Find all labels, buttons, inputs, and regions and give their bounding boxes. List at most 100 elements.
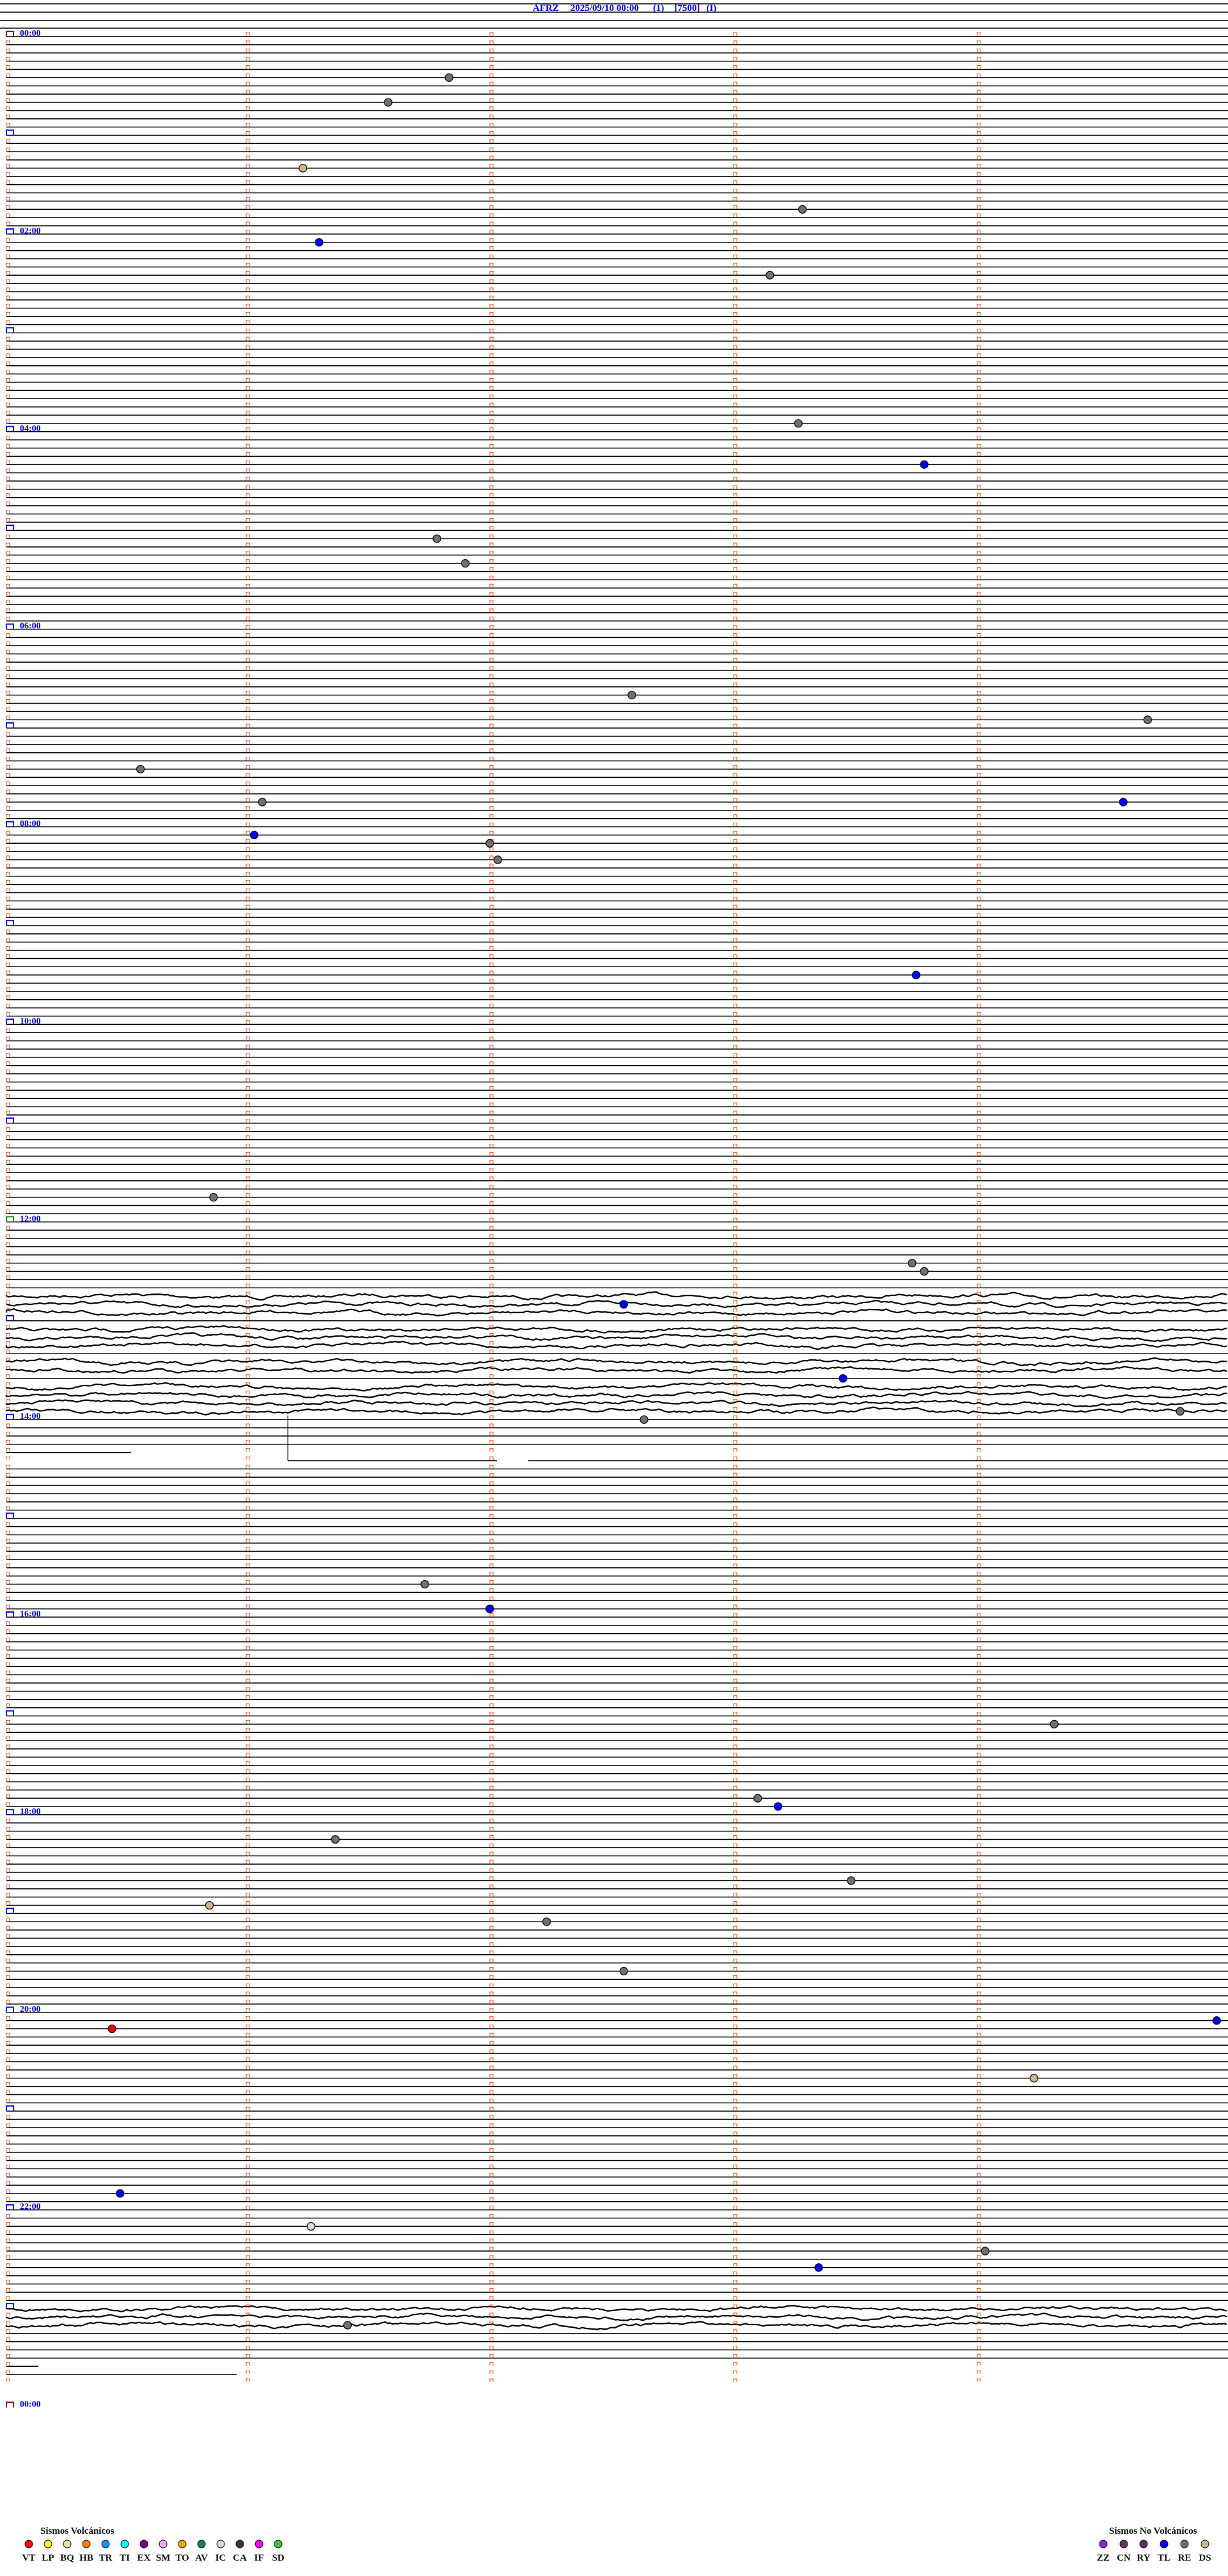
minute-marker: [977, 2263, 981, 2267]
minute-marker: [6, 2041, 10, 2045]
hour-marker: [6, 1315, 14, 1321]
minute-marker: [977, 1226, 981, 1230]
hour-label: 02:00: [20, 226, 41, 236]
minute-marker: [977, 1489, 981, 1493]
minute-marker: [6, 929, 10, 933]
minute-marker: [489, 2214, 494, 2218]
minute-marker: [6, 1925, 10, 1930]
minute-marker: [246, 477, 250, 480]
minute-marker: [977, 1028, 981, 1032]
minute-marker: [489, 1151, 494, 1156]
minute-marker: [6, 2131, 10, 2135]
minute-marker: [6, 1382, 10, 1386]
minute-marker: [6, 2140, 10, 2144]
minute-marker: [6, 509, 10, 514]
minute-marker: [6, 2247, 10, 2251]
minute-marker: [489, 1925, 494, 1930]
minute-marker: [977, 1983, 981, 1987]
minute-marker: [6, 1638, 10, 1641]
minute-marker: [977, 1332, 981, 1337]
minute-marker: [246, 2156, 250, 2160]
minute-marker: [977, 954, 981, 958]
minute-marker: [246, 1629, 250, 1633]
header-station: AFRZ: [533, 3, 559, 13]
minute-marker: [246, 1563, 250, 1567]
minute-marker: [977, 551, 981, 555]
minute-marker: [977, 1547, 981, 1551]
minute-marker: [246, 1119, 250, 1123]
minute-marker: [6, 2337, 10, 2341]
minute-marker: [489, 1440, 494, 1444]
minute-marker: [733, 2321, 737, 2325]
minute-marker: [733, 1530, 737, 1535]
trace-line: [5, 2312, 1227, 2321]
minute-marker: [246, 542, 250, 546]
minute-marker: [246, 1283, 250, 1288]
minute-marker: [977, 345, 981, 349]
minute-marker: [977, 1292, 981, 1296]
minute-marker: [246, 1925, 250, 1930]
minute-marker: [977, 1621, 981, 1625]
minute-marker: [977, 1391, 981, 1395]
legend-volcanic: Sismos Volcánicos VT LP BQ HB TR TI EX SM TO AV IC…: [22, 2526, 285, 2563]
minute-marker: [977, 287, 981, 291]
minute-marker: [489, 2008, 494, 2012]
minute-marker: [246, 723, 250, 728]
minute-marker: [246, 468, 250, 473]
minute-marker: [489, 896, 494, 901]
minute-marker: [977, 361, 981, 365]
minute-marker: [6, 2090, 10, 2094]
minute-marker: [246, 962, 250, 967]
minute-marker: [977, 40, 981, 44]
minute-marker: [246, 534, 250, 539]
minute-marker: [489, 328, 494, 333]
minute-marker: [977, 962, 981, 967]
minute-marker: [246, 1769, 250, 1773]
minute-marker: [977, 2362, 981, 2366]
minute-marker: [6, 205, 10, 209]
minute-marker: [733, 995, 737, 999]
minute-marker: [733, 1209, 737, 1213]
minute-marker: [246, 806, 250, 810]
minute-marker: [977, 1728, 981, 1732]
minute-marker: [246, 312, 250, 316]
minute-marker: [246, 864, 250, 867]
minute-marker: [246, 427, 250, 431]
trace-line: [5, 1291, 1227, 1301]
minute-marker: [6, 460, 10, 464]
minute-marker: [977, 2181, 981, 2185]
minute-marker: [489, 1868, 494, 1872]
minute-marker: [733, 1646, 737, 1650]
minute-marker: [489, 1638, 494, 1641]
minute-marker: [489, 2041, 494, 2045]
minute-marker: [733, 1900, 737, 1905]
minute-marker: [977, 1185, 981, 1189]
minute-marker: [489, 312, 494, 316]
minute-marker: [977, 921, 981, 925]
minute-marker: [246, 2304, 250, 2309]
minute-marker: [977, 970, 981, 975]
minute-marker: [977, 106, 981, 110]
minute-marker: [489, 1966, 494, 1971]
minute-marker: [246, 1572, 250, 1576]
minute-marker: [246, 1596, 250, 1600]
minute-marker: [489, 147, 494, 152]
minute-marker: [733, 839, 737, 843]
minute-marker: [6, 502, 10, 505]
minute-marker: [733, 254, 737, 258]
minute-marker: [246, 921, 250, 925]
minute-marker: [977, 2131, 981, 2135]
minute-marker: [733, 559, 737, 563]
minute-marker: [733, 1160, 737, 1164]
minute-marker: [977, 946, 981, 950]
minute-marker: [733, 1070, 737, 1073]
trace-line: [6, 1299, 1227, 1309]
minute-marker: [977, 740, 981, 744]
minute-marker: [489, 1242, 494, 1246]
minute-marker: [6, 1464, 10, 1469]
minute-marker: [977, 567, 981, 571]
minute-marker: [489, 1563, 494, 1567]
minute-marker: [733, 764, 737, 769]
minute-marker: [733, 1176, 737, 1180]
minute-marker: [6, 370, 10, 374]
